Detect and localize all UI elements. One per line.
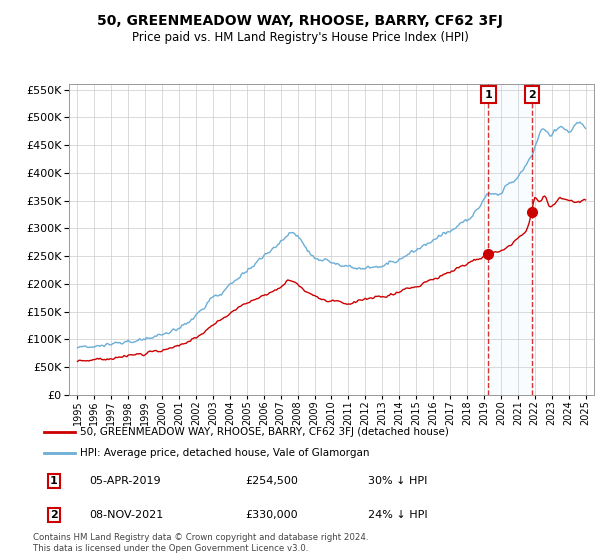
Text: 2: 2 <box>50 510 58 520</box>
Text: Price paid vs. HM Land Registry's House Price Index (HPI): Price paid vs. HM Land Registry's House … <box>131 31 469 44</box>
Text: 50, GREENMEADOW WAY, RHOOSE, BARRY, CF62 3FJ: 50, GREENMEADOW WAY, RHOOSE, BARRY, CF62… <box>97 14 503 28</box>
Text: £330,000: £330,000 <box>245 510 298 520</box>
Text: 08-NOV-2021: 08-NOV-2021 <box>89 510 163 520</box>
Text: Contains HM Land Registry data © Crown copyright and database right 2024.
This d: Contains HM Land Registry data © Crown c… <box>33 533 368 553</box>
Text: 2: 2 <box>528 90 536 100</box>
Text: 1: 1 <box>50 476 58 486</box>
Text: £254,500: £254,500 <box>245 476 298 486</box>
Text: 05-APR-2019: 05-APR-2019 <box>89 476 160 486</box>
Text: HPI: Average price, detached house, Vale of Glamorgan: HPI: Average price, detached house, Vale… <box>80 448 370 458</box>
Text: 24% ↓ HPI: 24% ↓ HPI <box>368 510 427 520</box>
Text: 30% ↓ HPI: 30% ↓ HPI <box>368 476 427 486</box>
Bar <box>488 84 532 395</box>
Text: 1: 1 <box>485 90 493 100</box>
Text: 50, GREENMEADOW WAY, RHOOSE, BARRY, CF62 3FJ (detached house): 50, GREENMEADOW WAY, RHOOSE, BARRY, CF62… <box>80 427 449 437</box>
